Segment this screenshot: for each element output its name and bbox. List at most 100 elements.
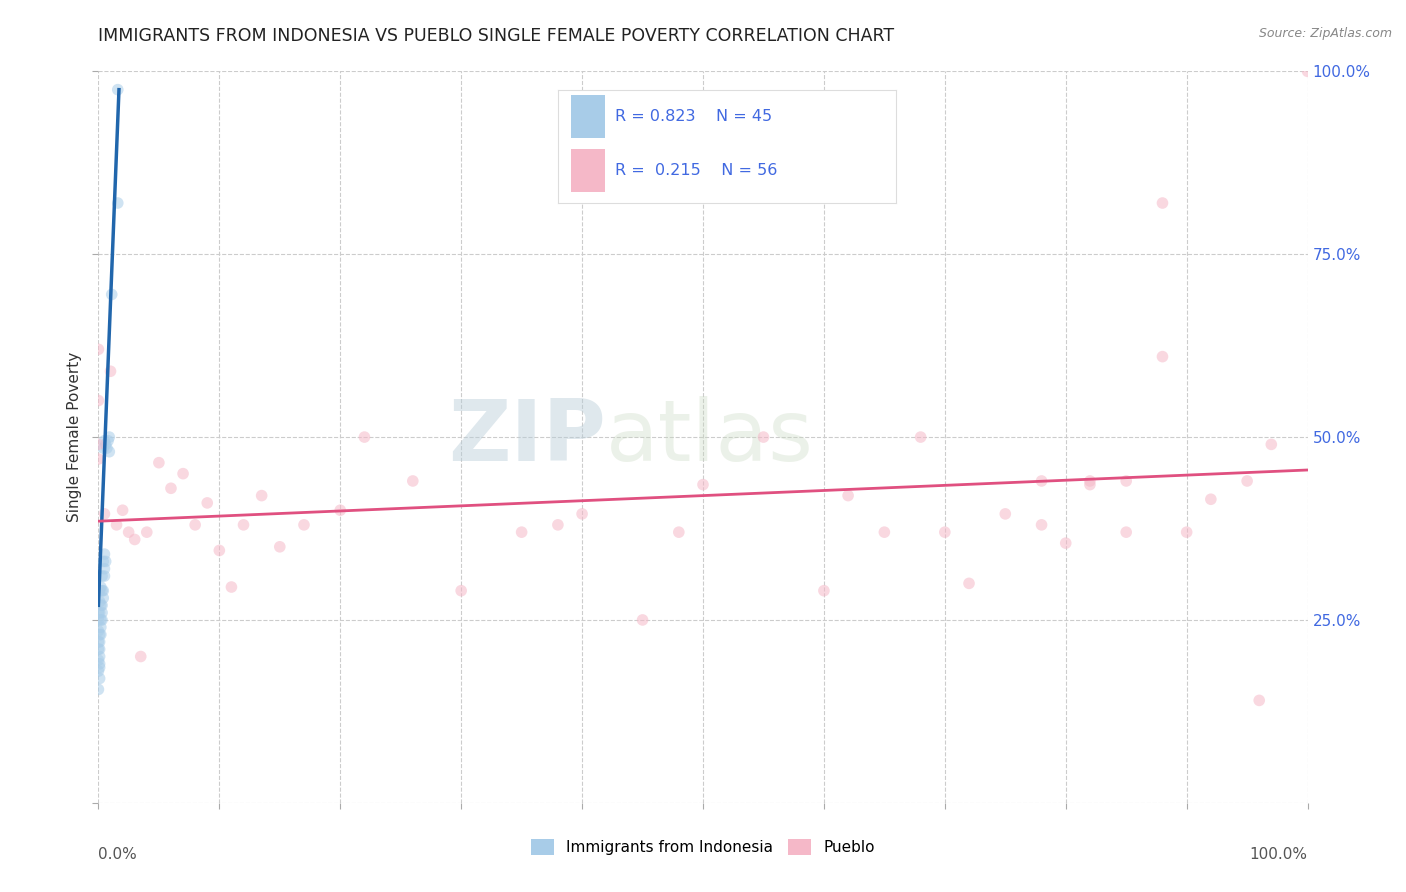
Point	[87, 635, 110, 649]
Point	[837, 489, 859, 503]
Y-axis label: Single Female Poverty: Single Female Poverty	[67, 352, 83, 522]
Point	[87, 624, 110, 638]
Point	[1296, 64, 1319, 78]
Point	[232, 517, 254, 532]
Point	[89, 649, 111, 664]
Point	[450, 583, 472, 598]
Point	[89, 635, 111, 649]
Point	[1249, 693, 1271, 707]
Point	[329, 503, 352, 517]
Point	[87, 664, 110, 678]
Point	[135, 525, 157, 540]
Point	[148, 456, 170, 470]
Point	[107, 83, 129, 97]
Point	[89, 627, 111, 641]
Point	[1152, 196, 1174, 211]
Point	[692, 477, 714, 491]
Point	[93, 507, 115, 521]
Point	[631, 613, 654, 627]
Point	[752, 430, 775, 444]
Point	[1152, 350, 1174, 364]
Point	[89, 594, 111, 608]
Point	[91, 441, 114, 455]
Point	[1199, 492, 1222, 507]
Point	[668, 525, 690, 540]
Point	[910, 430, 932, 444]
Text: IMMIGRANTS FROM INDONESIA VS PUEBLO SINGLE FEMALE POVERTY CORRELATION CHART: IMMIGRANTS FROM INDONESIA VS PUEBLO SING…	[98, 27, 894, 45]
Point	[89, 583, 111, 598]
Point	[111, 503, 134, 517]
Point	[118, 525, 141, 540]
Point	[221, 580, 243, 594]
Point	[91, 569, 114, 583]
Text: Source: ZipAtlas.com: Source: ZipAtlas.com	[1258, 27, 1392, 40]
Point	[250, 489, 273, 503]
Point	[90, 613, 112, 627]
Point	[87, 613, 110, 627]
Point	[1175, 525, 1198, 540]
Point	[87, 606, 110, 620]
Point	[269, 540, 291, 554]
Point	[90, 627, 112, 641]
Text: ZIP: ZIP	[449, 395, 606, 479]
Point	[94, 437, 117, 451]
Point	[100, 364, 122, 378]
Point	[1236, 474, 1258, 488]
Point	[91, 606, 114, 620]
Point	[94, 554, 117, 568]
Point	[91, 599, 114, 613]
Point	[129, 649, 152, 664]
Text: 0.0%: 0.0%	[98, 847, 138, 862]
Point	[1031, 517, 1053, 532]
Point	[90, 620, 112, 634]
Point	[93, 547, 115, 561]
Point	[89, 606, 111, 620]
Point	[184, 517, 207, 532]
Point	[124, 533, 146, 547]
Point	[87, 653, 110, 667]
Point	[96, 441, 118, 455]
Point	[87, 437, 110, 451]
Point	[571, 507, 593, 521]
Point	[87, 682, 110, 697]
Point	[91, 583, 114, 598]
Point	[1078, 477, 1101, 491]
Point	[91, 554, 114, 568]
Point	[172, 467, 194, 481]
Point	[353, 430, 375, 444]
Point	[934, 525, 956, 540]
Point	[91, 583, 114, 598]
Point	[91, 591, 114, 605]
Point	[90, 580, 112, 594]
Point	[292, 517, 315, 532]
Point	[957, 576, 980, 591]
Point	[87, 393, 110, 408]
Point	[1260, 437, 1282, 451]
Point	[547, 517, 569, 532]
Point	[100, 287, 122, 301]
Point	[89, 657, 111, 671]
Point	[87, 343, 110, 357]
Point	[160, 481, 183, 495]
Point	[97, 434, 120, 448]
Point	[1078, 474, 1101, 488]
Point	[1115, 474, 1137, 488]
Point	[87, 452, 110, 467]
Text: 100.0%: 100.0%	[1250, 847, 1308, 862]
Point	[91, 613, 114, 627]
Point	[510, 525, 533, 540]
Point	[93, 569, 115, 583]
Point	[994, 507, 1017, 521]
Point	[1031, 474, 1053, 488]
Point	[90, 599, 112, 613]
Legend: Immigrants from Indonesia, Pueblo: Immigrants from Indonesia, Pueblo	[524, 833, 882, 861]
Point	[402, 474, 425, 488]
Point	[105, 517, 128, 532]
Point	[87, 642, 110, 657]
Point	[208, 543, 231, 558]
Point	[813, 583, 835, 598]
Point	[89, 672, 111, 686]
Point	[89, 642, 111, 657]
Point	[107, 196, 129, 211]
Point	[98, 430, 121, 444]
